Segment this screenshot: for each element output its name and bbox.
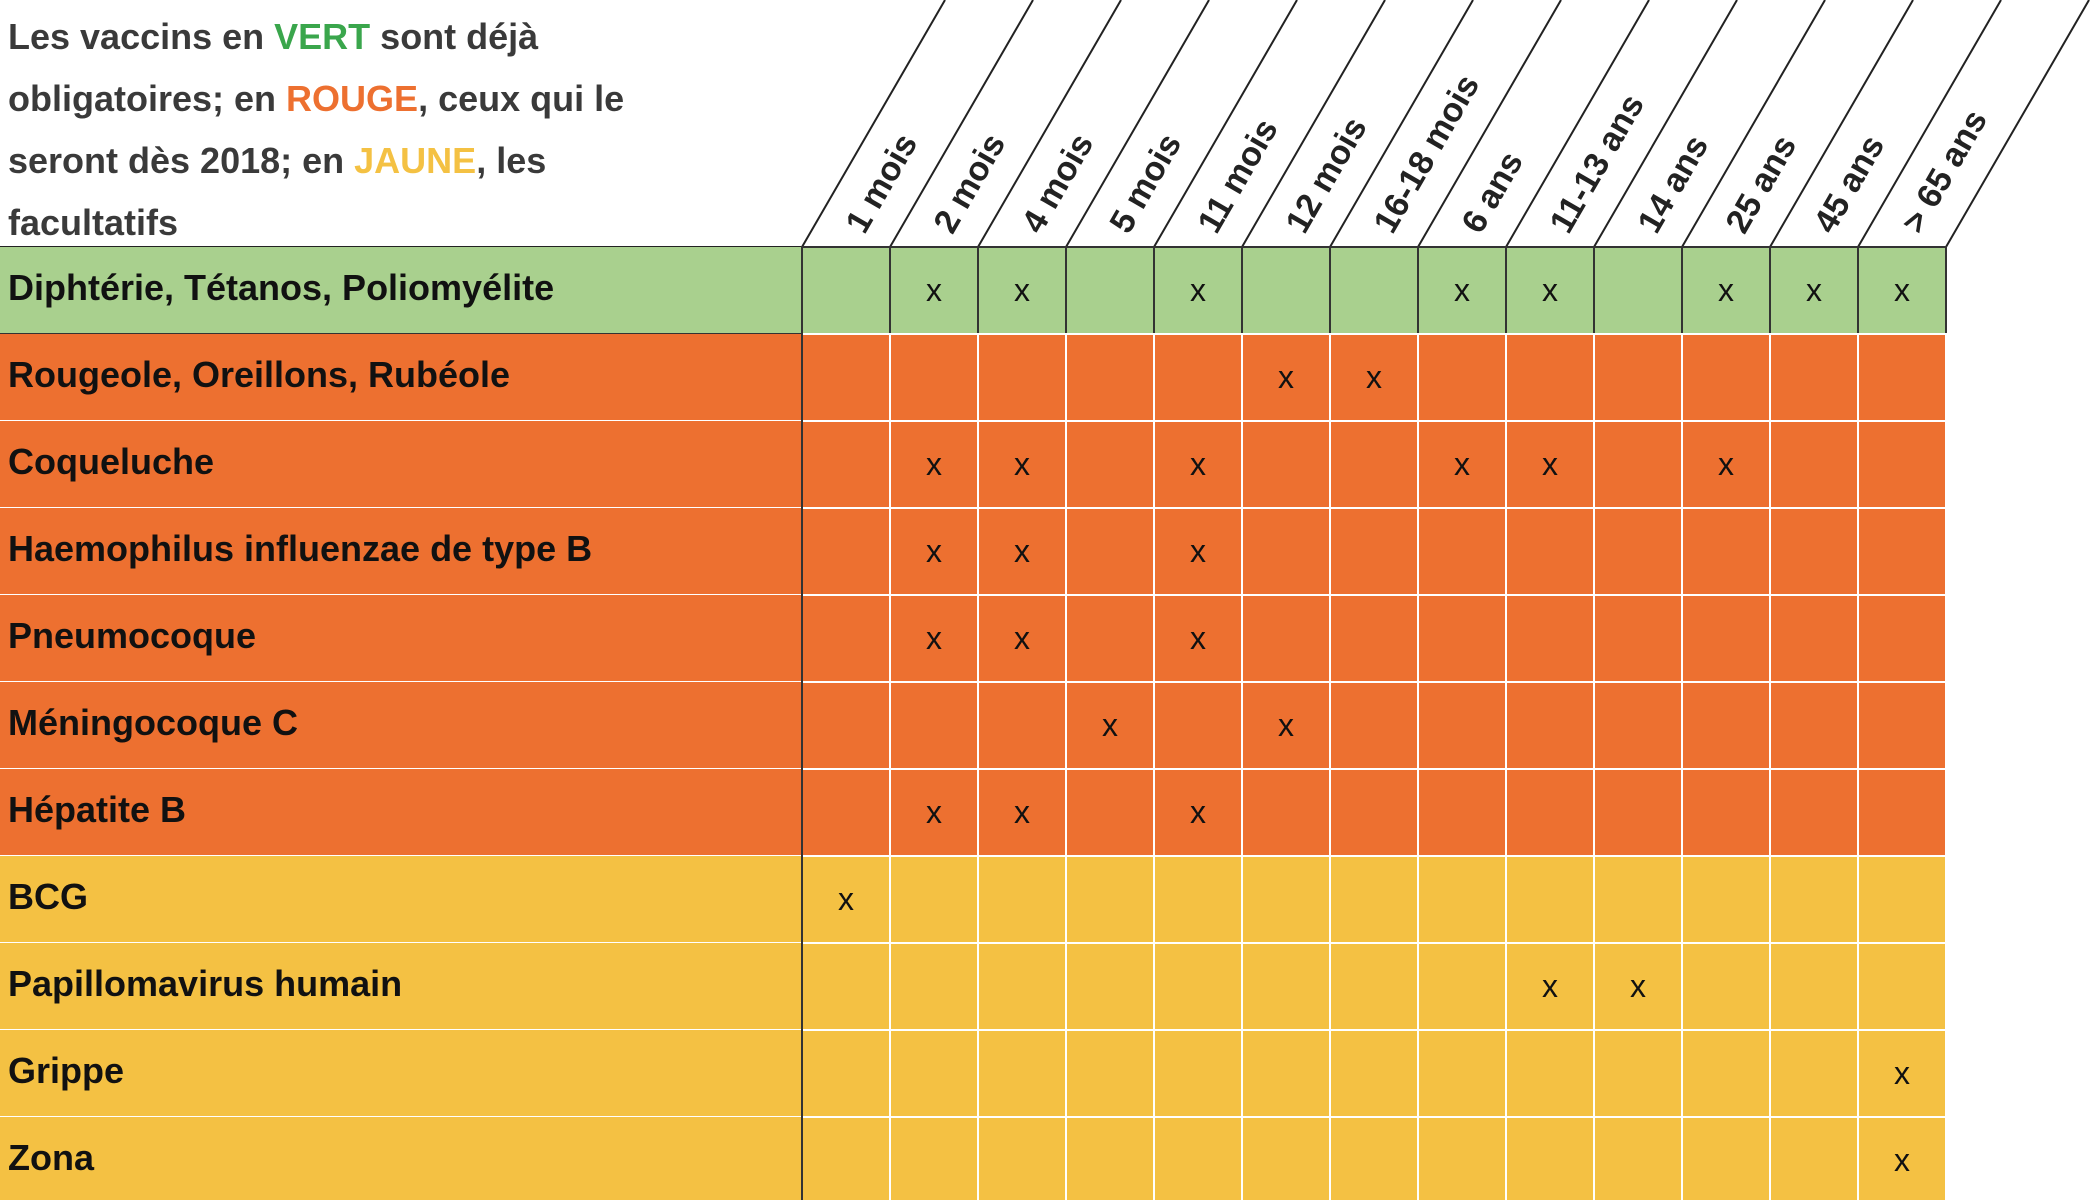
cell-mark: x: [1278, 707, 1294, 743]
cell-mark: x: [926, 620, 942, 656]
cell-mark: x: [1806, 272, 1822, 308]
note-text: ROUGE: [286, 78, 419, 119]
column-header: > 65 ans: [1894, 103, 1994, 239]
row-label: Coqueluche: [8, 441, 214, 482]
cell-mark: x: [1542, 968, 1558, 1004]
column-header: 4 mois: [1014, 127, 1101, 239]
row-label: Méningocoque C: [8, 702, 298, 743]
note-text: , ceux qui le: [418, 78, 625, 119]
cell-mark: x: [1278, 359, 1294, 395]
row-background: [0, 247, 1946, 334]
note-text: JAUNE: [354, 140, 477, 181]
cell-mark: x: [1014, 446, 1030, 482]
cell-mark: x: [1190, 272, 1206, 308]
row-label: BCG: [8, 876, 88, 917]
cell-mark: x: [926, 533, 942, 569]
cell-mark: x: [1366, 359, 1382, 395]
row-background: [0, 682, 1946, 769]
cell-mark: x: [1014, 533, 1030, 569]
column-header: 2 mois: [926, 127, 1013, 239]
column-header: 1 mois: [838, 127, 925, 239]
row-label: Rougeole, Oreillons, Rubéole: [8, 354, 510, 395]
note-text: obligatoires; en: [8, 78, 287, 119]
header-divider: [1857, 0, 2002, 248]
header-divider: [1153, 0, 1298, 248]
column-header: 14 ans: [1630, 129, 1716, 240]
row-label: Grippe: [8, 1050, 124, 1091]
cell-mark: x: [1190, 533, 1206, 569]
header-divider: [1945, 0, 2090, 248]
header-divider: [1329, 0, 1474, 248]
cell-mark: x: [1014, 620, 1030, 656]
header-divider: [801, 0, 946, 248]
header-divider: [1505, 0, 1650, 248]
cell-mark: x: [926, 272, 942, 308]
note-text: VERT: [274, 16, 371, 57]
cell-mark: x: [1894, 272, 1910, 308]
cell: [1857, 1116, 1947, 1200]
header-divider: [1681, 0, 1826, 248]
cell-mark: x: [1102, 707, 1118, 743]
row-background: [0, 1030, 1946, 1117]
cell-mark: x: [926, 794, 942, 830]
note-line: seront dès 2018; en JAUNE, les: [8, 130, 624, 192]
header-divider: [1065, 0, 1210, 248]
note-line: Les vaccins en VERT sont déjà: [8, 6, 624, 68]
header-divider: [1769, 0, 1914, 248]
cell-mark: x: [1894, 1142, 1910, 1178]
cell-mark: x: [1014, 272, 1030, 308]
row-label: Pneumocoque: [8, 615, 256, 656]
row-background: [0, 334, 1946, 421]
column-header: 45 ans: [1806, 129, 1892, 240]
column-header: 5 mois: [1102, 127, 1189, 239]
note-text: seront dès 2018; en: [8, 140, 355, 181]
cell-mark: x: [1718, 446, 1734, 482]
cell-mark: x: [1190, 446, 1206, 482]
row-label: Diphtérie, Tétanos, Poliomyélite: [8, 267, 554, 308]
row-background: [0, 769, 1946, 856]
note-text: , les: [476, 140, 547, 181]
note-text: Les vaccins en: [8, 16, 275, 57]
row-label: Hépatite B: [8, 789, 186, 830]
cell-mark: x: [1894, 1055, 1910, 1091]
header-divider: [889, 0, 1034, 248]
row-label: Zona: [8, 1137, 95, 1178]
row-background: [0, 421, 1946, 508]
legend-note: Les vaccins en VERT sont déjà obligatoire…: [8, 6, 624, 254]
cell-mark: x: [1454, 446, 1470, 482]
cell-mark: x: [838, 881, 854, 917]
row-background: [0, 943, 1946, 1030]
note-text: facultatifs: [8, 202, 179, 243]
row-label: Haemophilus influenzae de type B: [8, 528, 592, 569]
header-divider: [977, 0, 1122, 248]
note-text: sont déjà: [370, 16, 539, 57]
cell-mark: x: [1718, 272, 1734, 308]
note-line: obligatoires; en ROUGE, ceux qui le: [8, 68, 624, 130]
cell-mark: x: [1014, 794, 1030, 830]
cell-mark: x: [1454, 272, 1470, 308]
cell-mark: x: [1190, 794, 1206, 830]
column-header: 11 mois: [1190, 112, 1285, 239]
row-background: [0, 1117, 1946, 1200]
cell-mark: x: [1542, 272, 1558, 308]
row-label: Papillomavirus humain: [8, 963, 402, 1004]
note-line: facultatifs: [8, 192, 624, 254]
cell-mark: x: [1190, 620, 1206, 656]
column-header: 25 ans: [1718, 129, 1804, 240]
row-background: [0, 508, 1946, 595]
header-divider: [1241, 0, 1386, 248]
column-header: 12 mois: [1278, 111, 1374, 240]
row-background: [0, 595, 1946, 682]
row-background: [0, 856, 1946, 943]
cell-mark: x: [1542, 446, 1558, 482]
header-divider: [1593, 0, 1738, 248]
header-divider: [1417, 0, 1562, 248]
cell-mark: x: [926, 446, 942, 482]
cell-mark: x: [1630, 968, 1646, 1004]
